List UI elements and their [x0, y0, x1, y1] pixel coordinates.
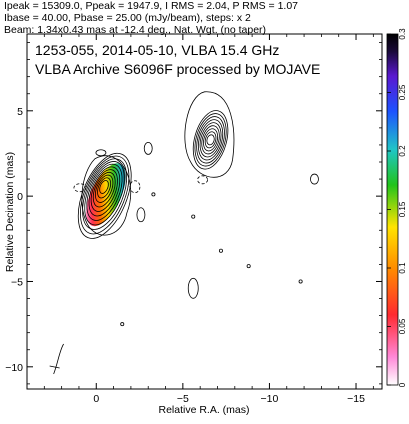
header-line-3: Beam: 1.34x0.43 mas at -12.4 deg., Nat. … [4, 24, 266, 36]
core-contour [90, 169, 118, 212]
x-axis-label: Relative R.A. (mas) [158, 404, 249, 416]
negative-contour [73, 183, 87, 193]
core-contour [99, 180, 109, 194]
side-contour [95, 149, 107, 157]
speck-contour [151, 192, 156, 197]
speck-contour [218, 248, 223, 253]
polarization-fill [86, 163, 126, 227]
plot-title-line-2: VLBA Archive S6096F processed by MOJAVE [35, 61, 320, 77]
knot-contour [206, 134, 215, 146]
core-contour [84, 161, 125, 226]
knot-contour [194, 113, 227, 167]
core-contour [92, 171, 116, 208]
colorbar-tick-label: 0.1 [398, 262, 407, 274]
y-tick-label: 0 [17, 191, 23, 203]
core-contour [86, 163, 123, 221]
knot-envelope [184, 91, 235, 178]
header-line-2: Ibase = 40.00, Pbase = 25.00 (mJy/beam),… [4, 12, 251, 24]
header-line-1: Ipeak = 15309.0, Ppeak = 1947.9, I RMS =… [4, 0, 298, 12]
blob-contour [187, 277, 199, 299]
colorbar-tick-label: 0.3 [398, 28, 407, 40]
speck-contour [191, 214, 196, 219]
contour-layer [49, 91, 319, 375]
axis-ticks: 0 −5 −10 −15 5 0 −5 −10 [5, 34, 382, 405]
core-contour [77, 152, 132, 239]
colorbar-ticks: 0 0.05 0.1 0.15 0.2 0.25 0.3 [387, 28, 407, 387]
knot-contour [197, 119, 224, 161]
speck-contour [298, 279, 303, 284]
knot-contour [201, 125, 220, 155]
colorbar-tick-label: 0 [398, 382, 407, 387]
clump-contour [310, 173, 319, 185]
y-axis-label: Relative Decination (mas) [4, 152, 16, 272]
speck-contour [246, 264, 251, 269]
knot-contour [196, 116, 225, 164]
colorbar-tick-label: 0.2 [398, 145, 407, 157]
plot-frame [26, 33, 383, 390]
y-tick-label: 5 [17, 106, 23, 118]
knot-contour [204, 131, 217, 149]
core-contour [97, 177, 112, 199]
core-contour [88, 166, 121, 217]
knot-contour [192, 110, 229, 170]
tail-contour [49, 343, 64, 375]
patch-contour [143, 141, 153, 155]
plot-title-line-1: 1253-055, 2014-05-10, VLBA 15.4 GHz [35, 42, 279, 58]
speck-contour [120, 322, 125, 327]
x-tick-label: −15 [347, 393, 365, 405]
x-tick-label: −10 [261, 393, 279, 405]
y-tick-label: −5 [11, 276, 23, 288]
core-contour [94, 174, 114, 203]
colorbar-tick-label: 0.15 [398, 201, 407, 217]
y-tick-label: −10 [5, 362, 23, 374]
colorbar-tick-label: 0.05 [398, 318, 407, 334]
side-contour [136, 207, 146, 223]
core-envelope [81, 155, 132, 236]
knot-contour [203, 128, 219, 152]
colorbar-tick-label: 0.25 [398, 84, 407, 100]
x-tick-label: 0 [93, 393, 99, 405]
knot-contour [199, 122, 222, 158]
negative-contour [129, 180, 141, 194]
negative-contour [197, 175, 208, 185]
x-tick-label: −5 [177, 393, 189, 405]
